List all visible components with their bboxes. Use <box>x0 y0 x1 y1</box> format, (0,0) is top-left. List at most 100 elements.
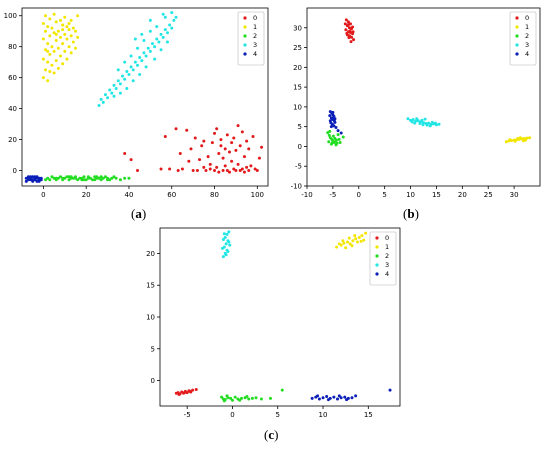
data-point <box>206 155 210 159</box>
data-point <box>215 127 219 131</box>
data-point <box>44 14 48 18</box>
data-point <box>84 178 88 182</box>
data-point <box>178 151 182 155</box>
data-point <box>50 63 54 67</box>
data-point <box>413 121 417 125</box>
series-1 <box>504 136 532 144</box>
data-point <box>329 125 333 129</box>
data-point <box>24 176 28 180</box>
data-point <box>353 234 357 238</box>
legend-marker <box>515 52 519 56</box>
data-point <box>357 236 361 240</box>
data-point <box>150 42 154 46</box>
data-point <box>234 148 238 152</box>
data-point <box>136 169 140 173</box>
data-point <box>328 114 332 118</box>
data-point <box>129 54 133 58</box>
x-tick-label: 10 <box>319 411 328 419</box>
data-point <box>219 138 223 142</box>
data-point <box>71 176 75 180</box>
data-point <box>333 120 337 124</box>
data-point <box>65 57 69 61</box>
series-0 <box>343 18 356 44</box>
legend-label: 4 <box>253 50 257 58</box>
data-point <box>344 246 348 250</box>
legend-marker <box>515 34 519 38</box>
data-point <box>327 133 331 137</box>
legend-marker <box>243 34 247 38</box>
data-point <box>71 40 75 44</box>
data-point <box>337 394 341 398</box>
series-1 <box>41 12 80 83</box>
data-point <box>44 48 48 52</box>
data-point <box>242 170 246 174</box>
y-tick-label: 0 <box>298 143 302 151</box>
data-point <box>257 156 261 160</box>
data-point <box>347 236 351 240</box>
legend-label: 3 <box>253 41 257 49</box>
data-point <box>50 175 54 179</box>
data-point <box>508 138 512 142</box>
data-point <box>336 129 340 133</box>
data-point <box>76 14 80 18</box>
data-point <box>61 42 65 46</box>
data-point <box>227 150 231 154</box>
data-point <box>69 34 73 38</box>
x-tick-label: 15 <box>432 191 441 199</box>
data-point <box>406 117 410 121</box>
data-point <box>127 176 131 180</box>
data-point <box>56 176 60 180</box>
data-point <box>193 136 197 140</box>
data-point <box>194 387 198 391</box>
data-point <box>430 120 434 124</box>
y-tick-label: 80 <box>8 43 17 51</box>
data-point <box>345 240 349 244</box>
data-point <box>191 169 195 173</box>
data-point <box>521 139 525 143</box>
legend-label: 3 <box>385 261 389 269</box>
x-tick-label: 30 <box>510 191 519 199</box>
data-point <box>334 143 338 147</box>
legend-marker <box>375 272 379 276</box>
data-point <box>225 169 229 173</box>
data-point <box>348 242 352 246</box>
data-point <box>73 46 77 50</box>
data-point <box>428 124 432 128</box>
data-point <box>223 164 227 168</box>
data-point <box>185 391 189 395</box>
legend-marker <box>243 52 247 56</box>
data-point <box>35 179 39 183</box>
x-tick-label: 20 <box>82 191 91 199</box>
plot-area <box>21 7 269 187</box>
data-point <box>418 122 422 126</box>
data-point <box>29 175 33 179</box>
data-point <box>116 79 120 83</box>
data-point <box>245 165 249 169</box>
data-point <box>221 169 225 173</box>
data-point <box>332 395 336 399</box>
data-point <box>177 393 181 397</box>
data-point <box>342 241 346 245</box>
data-point <box>35 176 39 180</box>
data-point <box>350 396 354 400</box>
data-point <box>242 155 246 159</box>
data-point <box>247 147 251 151</box>
data-point <box>61 23 65 27</box>
data-point <box>332 124 336 128</box>
data-point <box>255 169 259 173</box>
data-point <box>195 169 199 173</box>
data-point <box>80 178 84 182</box>
data-point <box>63 176 67 180</box>
series-3 <box>220 230 232 259</box>
data-point <box>354 237 358 241</box>
data-point <box>61 176 65 180</box>
data-point <box>433 121 437 125</box>
data-point <box>138 73 142 77</box>
data-point <box>161 35 165 39</box>
data-point <box>227 230 231 234</box>
data-point <box>67 45 71 49</box>
data-point <box>46 25 50 29</box>
data-point <box>325 394 329 398</box>
data-point <box>41 76 45 80</box>
